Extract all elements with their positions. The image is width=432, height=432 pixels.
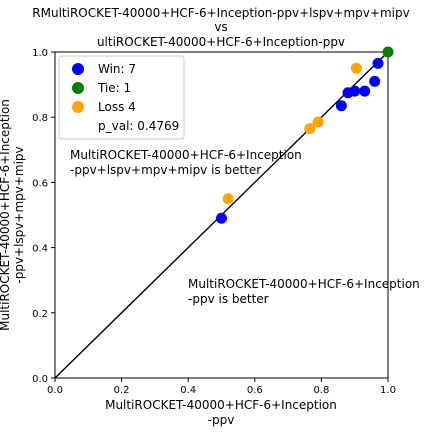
x-tick-label: 0.4 <box>180 385 196 396</box>
data-point-loss <box>222 193 234 205</box>
legend-marker-win <box>72 63 84 75</box>
y-axis-label: MultiROCKET-40000+HCF-6+Inception -ppv+l… <box>0 99 26 331</box>
y-tick-label: 1.0 <box>32 48 48 59</box>
x-tick-label: 0.6 <box>247 385 263 396</box>
x-tick-label: 0.8 <box>313 385 329 396</box>
y-tick-label: 0.8 <box>32 113 48 124</box>
data-point-loss <box>304 123 316 135</box>
legend-marker-tie <box>72 82 84 94</box>
data-point-win <box>216 212 227 224</box>
annotation-upper-line: -ppv+lspv+mpv+mipv is better <box>70 163 261 177</box>
chart-title: RMultiROCKET-40000+HCF-6+Inception-ppv+l… <box>32 6 409 49</box>
x-tick-label: 0.2 <box>114 385 130 396</box>
y-tick-label: 0.2 <box>32 309 48 320</box>
x-tick-label: 1.0 <box>380 385 396 396</box>
y-axis-label-line: MultiROCKET-40000+HCF-6+Inception <box>0 99 12 331</box>
title-line: RMultiROCKET-40000+HCF-6+Inception-ppv+l… <box>32 6 409 20</box>
x-axis-label-line: MultiROCKET-40000+HCF-6+Inception <box>105 398 337 412</box>
y-tick-label: 0.4 <box>32 244 48 255</box>
data-point-loss <box>312 116 324 128</box>
annotations: MultiROCKET-40000+HCF-6+Inception -ppv+l… <box>70 148 424 306</box>
x-axis-label-line: -ppv <box>208 413 235 427</box>
legend-win-label: Win: 7 <box>98 62 136 76</box>
data-point-win <box>369 75 381 87</box>
data-point-win <box>372 57 384 69</box>
legend: Win: 7 Tie: 1 Loss 4 p_val: 0.4769 <box>58 55 185 140</box>
data-point-tie <box>382 46 394 58</box>
y-tick-label: 0.0 <box>32 374 48 385</box>
legend-frame <box>58 55 185 140</box>
legend-tie-label: Tie: 1 <box>97 81 131 95</box>
data-point-loss <box>350 62 362 74</box>
annotation-lower-line: -ppv is better <box>188 292 269 306</box>
data-point-win <box>349 85 361 97</box>
title-line: ultiROCKET-40000+HCF-6+Inception-ppv <box>97 35 345 49</box>
title-line: vs <box>214 20 227 34</box>
annotation-lower: MultiROCKET-40000+HCF-6+Inception -ppv i… <box>188 277 424 306</box>
y-axis-label-line: -ppv+lspv+mpv+mipv <box>12 146 26 283</box>
x-axis-label: MultiROCKET-40000+HCF-6+Inception -ppv <box>105 398 337 427</box>
annotation-upper-line: MultiROCKET-40000+HCF-6+Inception <box>70 148 302 162</box>
axes-frame <box>54 51 389 379</box>
plot-area: 0.0 0.2 0.4 0.6 0.8 1.0 0.0 0.2 0.4 0.6 0.8 1.0 <box>32 46 396 396</box>
data-point-win <box>335 100 347 112</box>
annotation-upper: MultiROCKET-40000+HCF-6+Inception -ppv+l… <box>70 148 306 177</box>
legend-loss-label: Loss 4 <box>98 100 136 114</box>
legend-marker-loss <box>72 101 84 113</box>
x-tick-label: 0.0 <box>47 385 63 396</box>
legend-pval: p_val: 0.4769 <box>98 119 179 133</box>
y-tick-label: 0.6 <box>32 178 48 189</box>
data-point-win <box>359 85 371 97</box>
annotation-lower-line: MultiROCKET-40000+HCF-6+Inception <box>188 277 420 291</box>
